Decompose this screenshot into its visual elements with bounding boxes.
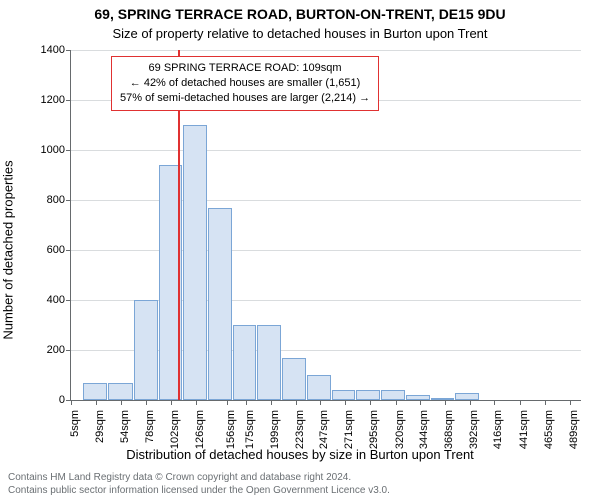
- gridline: [71, 150, 581, 151]
- x-tick-mark: [271, 400, 272, 405]
- x-tick-label: 5sqm: [69, 410, 81, 437]
- annotation-line2: ← 42% of detached houses are smaller (1,…: [120, 76, 370, 91]
- histogram-bar: [108, 383, 133, 401]
- x-tick-mark: [445, 400, 446, 405]
- x-tick-label: 54sqm: [119, 410, 131, 443]
- x-tick-mark: [570, 400, 571, 405]
- x-tick-mark: [296, 400, 297, 405]
- histogram-bar: [233, 325, 257, 400]
- histogram-bar: [356, 390, 380, 400]
- chart-title-description: Size of property relative to detached ho…: [0, 26, 600, 41]
- y-tick-label: 600: [47, 244, 65, 256]
- y-tick-mark: [66, 200, 71, 201]
- x-tick-mark: [71, 400, 72, 405]
- histogram-bar: [83, 383, 107, 401]
- histogram-bar: [455, 393, 479, 401]
- histogram-bar: [381, 390, 405, 400]
- y-tick-label: 400: [47, 294, 65, 306]
- y-tick-mark: [66, 100, 71, 101]
- x-tick-mark: [520, 400, 521, 405]
- footer-attribution: Contains HM Land Registry data © Crown c…: [8, 472, 390, 497]
- x-tick-label: 175sqm: [244, 410, 256, 449]
- y-tick-mark: [66, 350, 71, 351]
- x-tick-mark: [171, 400, 172, 405]
- x-tick-mark: [370, 400, 371, 405]
- gridline: [71, 50, 581, 51]
- chart-title-address: 69, SPRING TERRACE ROAD, BURTON-ON-TRENT…: [0, 6, 600, 22]
- y-tick-mark: [66, 150, 71, 151]
- y-tick-label: 1200: [41, 94, 65, 106]
- y-tick-mark: [66, 50, 71, 51]
- x-tick-label: 223sqm: [294, 410, 306, 449]
- x-tick-label: 295sqm: [368, 410, 380, 449]
- x-tick-label: 368sqm: [443, 410, 455, 449]
- x-tick-mark: [470, 400, 471, 405]
- x-tick-label: 247sqm: [318, 410, 330, 449]
- x-tick-label: 199sqm: [269, 410, 281, 449]
- histogram-bar: [257, 325, 281, 400]
- y-tick-mark: [66, 300, 71, 301]
- histogram-bar: [183, 125, 207, 400]
- x-tick-mark: [246, 400, 247, 405]
- histogram-bar: [406, 395, 430, 400]
- gridline: [71, 250, 581, 251]
- histogram-bar: [282, 358, 306, 401]
- x-tick-label: 271sqm: [343, 410, 355, 449]
- x-tick-label: 489sqm: [568, 410, 580, 449]
- y-tick-label: 200: [47, 344, 65, 356]
- plot-area: 02004006008001000120014005sqm29sqm54sqm7…: [70, 50, 581, 401]
- histogram-bar: [134, 300, 158, 400]
- annotation-line3: 57% of semi-detached houses are larger (…: [120, 91, 370, 106]
- y-tick-label: 800: [47, 194, 65, 206]
- histogram-bar: [208, 208, 232, 401]
- histogram-bar: [332, 390, 356, 400]
- y-tick-label: 1000: [41, 144, 65, 156]
- x-tick-label: 320sqm: [394, 410, 406, 449]
- x-tick-mark: [396, 400, 397, 405]
- y-tick-label: 0: [59, 394, 65, 406]
- footer-line2: Contains public sector information licen…: [8, 485, 390, 498]
- x-tick-mark: [420, 400, 421, 405]
- x-tick-mark: [345, 400, 346, 405]
- x-tick-mark: [121, 400, 122, 405]
- x-tick-label: 344sqm: [418, 410, 430, 449]
- x-tick-label: 126sqm: [194, 410, 206, 449]
- x-tick-label: 29sqm: [94, 410, 106, 443]
- y-axis-label: Number of detached properties: [1, 160, 16, 339]
- gridline: [71, 200, 581, 201]
- x-tick-label: 465sqm: [543, 410, 555, 449]
- chart-container: { "title_line1": "69, SPRING TERRACE ROA…: [0, 0, 600, 500]
- x-tick-label: 156sqm: [225, 410, 237, 449]
- x-axis-label: Distribution of detached houses by size …: [0, 447, 600, 462]
- x-tick-label: 441sqm: [518, 410, 530, 449]
- histogram-bar: [307, 375, 331, 400]
- x-tick-mark: [146, 400, 147, 405]
- x-tick-mark: [494, 400, 495, 405]
- y-tick-mark: [66, 250, 71, 251]
- x-tick-label: 392sqm: [468, 410, 480, 449]
- x-tick-label: 416sqm: [492, 410, 504, 449]
- x-tick-mark: [227, 400, 228, 405]
- x-tick-label: 102sqm: [169, 410, 181, 449]
- x-tick-mark: [196, 400, 197, 405]
- y-tick-label: 1400: [41, 44, 65, 56]
- footer-line1: Contains HM Land Registry data © Crown c…: [8, 472, 390, 485]
- x-tick-mark: [320, 400, 321, 405]
- annotation-box: 69 SPRING TERRACE ROAD: 109sqm← 42% of d…: [111, 56, 379, 111]
- x-tick-mark: [96, 400, 97, 405]
- annotation-line1: 69 SPRING TERRACE ROAD: 109sqm: [120, 61, 370, 76]
- x-tick-mark: [545, 400, 546, 405]
- histogram-bar: [431, 398, 455, 401]
- x-tick-label: 78sqm: [144, 410, 156, 443]
